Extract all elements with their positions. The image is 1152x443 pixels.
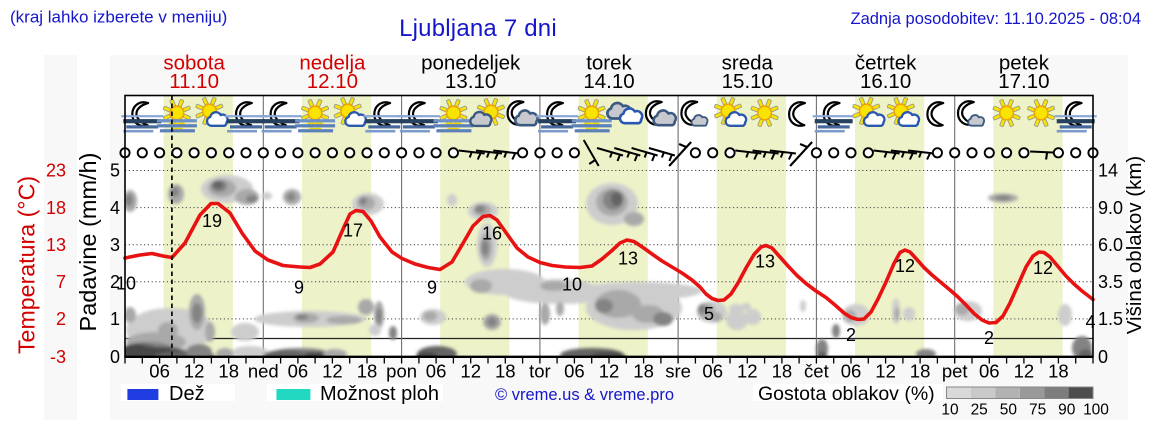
svg-text:2: 2	[846, 325, 856, 345]
svg-text:90: 90	[1058, 402, 1076, 419]
svg-text:Višina oblakov (km): Višina oblakov (km)	[1123, 156, 1146, 335]
svg-text:75: 75	[1029, 402, 1046, 419]
svg-text:3: 3	[110, 235, 120, 255]
svg-text:18: 18	[218, 361, 239, 382]
svg-text:0: 0	[110, 347, 120, 367]
svg-text:9: 9	[294, 277, 304, 297]
svg-text:10: 10	[116, 273, 136, 293]
svg-text:tor: tor	[529, 361, 551, 382]
svg-text:2: 2	[984, 328, 994, 348]
svg-text:13: 13	[755, 251, 775, 271]
svg-text:-3: -3	[50, 347, 66, 367]
svg-text:9.0: 9.0	[1098, 198, 1123, 218]
svg-text:4: 4	[110, 198, 120, 218]
svg-text:06: 06	[149, 361, 170, 382]
svg-text:13.10: 13.10	[445, 70, 496, 93]
svg-text:06: 06	[979, 361, 1000, 382]
svg-text:14: 14	[1098, 161, 1118, 181]
svg-text:17.10: 17.10	[998, 70, 1049, 93]
svg-text:Padavine (mm/h): Padavine (mm/h)	[75, 153, 101, 332]
svg-text:23: 23	[46, 161, 66, 181]
svg-text:06: 06	[702, 361, 723, 382]
svg-text:12: 12	[895, 256, 915, 276]
svg-text:18: 18	[772, 361, 793, 382]
svg-text:12: 12	[1033, 258, 1053, 278]
svg-text:Temperatura (°C): Temperatura (°C)	[14, 176, 40, 354]
svg-text:18: 18	[495, 361, 516, 382]
svg-text:petek: petek	[999, 52, 1050, 75]
svg-text:6.0: 6.0	[1098, 235, 1123, 255]
svg-text:06: 06	[841, 361, 862, 382]
svg-text:18: 18	[357, 361, 378, 382]
svg-text:9: 9	[427, 277, 437, 297]
svg-text:14.10: 14.10	[583, 70, 634, 93]
svg-text:19: 19	[202, 211, 222, 231]
svg-text:12: 12	[599, 361, 620, 382]
svg-text:100: 100	[1083, 402, 1109, 419]
svg-text:Zadnja posodobitev: 11.10.2025: Zadnja posodobitev: 11.10.2025 - 08:04	[851, 10, 1142, 28]
svg-text:18: 18	[633, 361, 654, 382]
svg-text:12: 12	[322, 361, 343, 382]
svg-text:4: 4	[1085, 312, 1095, 332]
svg-text:Dež: Dež	[169, 383, 205, 405]
svg-text:pon: pon	[386, 361, 417, 382]
svg-text:torek: torek	[586, 52, 632, 75]
svg-text:10: 10	[562, 274, 582, 294]
svg-text:12: 12	[737, 361, 758, 382]
svg-text:12: 12	[460, 361, 481, 382]
svg-text:12: 12	[1014, 361, 1035, 382]
svg-text:25: 25	[971, 402, 988, 419]
svg-text:1.5: 1.5	[1098, 309, 1123, 329]
svg-text:12: 12	[875, 361, 896, 382]
svg-text:ponedeljek: ponedeljek	[421, 52, 521, 75]
svg-text:čet: čet	[804, 361, 829, 382]
svg-text:06: 06	[564, 361, 585, 382]
svg-text:16.10: 16.10	[860, 70, 911, 93]
svg-text:10: 10	[941, 402, 959, 419]
svg-text:18: 18	[910, 361, 931, 382]
svg-text:12: 12	[184, 361, 205, 382]
svg-text:Možnost ploh: Možnost ploh	[320, 383, 439, 405]
svg-text:(kraj lahko izberete v meniju): (kraj lahko izberete v meniju)	[10, 8, 227, 27]
svg-text:18: 18	[1048, 361, 1069, 382]
svg-text:2: 2	[110, 272, 120, 292]
svg-text:5: 5	[704, 304, 714, 324]
svg-text:18: 18	[46, 198, 66, 218]
svg-text:13: 13	[46, 235, 66, 255]
svg-text:2: 2	[56, 309, 66, 329]
svg-text:pet: pet	[942, 361, 968, 382]
svg-text:nedelja: nedelja	[299, 52, 366, 75]
svg-text:četrtek: četrtek	[855, 52, 917, 75]
svg-text:16: 16	[482, 223, 502, 243]
svg-text:sreda: sreda	[722, 52, 774, 75]
svg-text:50: 50	[1000, 402, 1018, 419]
svg-text:ned: ned	[248, 361, 279, 382]
svg-text:3.5: 3.5	[1098, 272, 1123, 292]
svg-text:7: 7	[56, 272, 66, 292]
svg-text:06: 06	[288, 361, 309, 382]
svg-text:15.10: 15.10	[722, 70, 773, 93]
svg-text:1: 1	[110, 309, 120, 329]
svg-text:5: 5	[110, 161, 120, 181]
svg-text:12.10: 12.10	[307, 70, 358, 93]
svg-text:0: 0	[1098, 347, 1108, 367]
svg-text:06: 06	[426, 361, 447, 382]
svg-text:Gostota oblakov (%): Gostota oblakov (%)	[758, 383, 935, 405]
svg-text:17: 17	[343, 220, 363, 240]
svg-text:13: 13	[618, 248, 638, 268]
svg-text:sobota: sobota	[163, 52, 225, 75]
svg-text:sre: sre	[665, 361, 691, 382]
svg-text:© vreme.us & vreme.pro: © vreme.us & vreme.pro	[495, 386, 674, 404]
svg-text:Ljubljana 7 dni: Ljubljana 7 dni	[399, 15, 557, 42]
svg-text:11.10: 11.10	[169, 70, 219, 93]
